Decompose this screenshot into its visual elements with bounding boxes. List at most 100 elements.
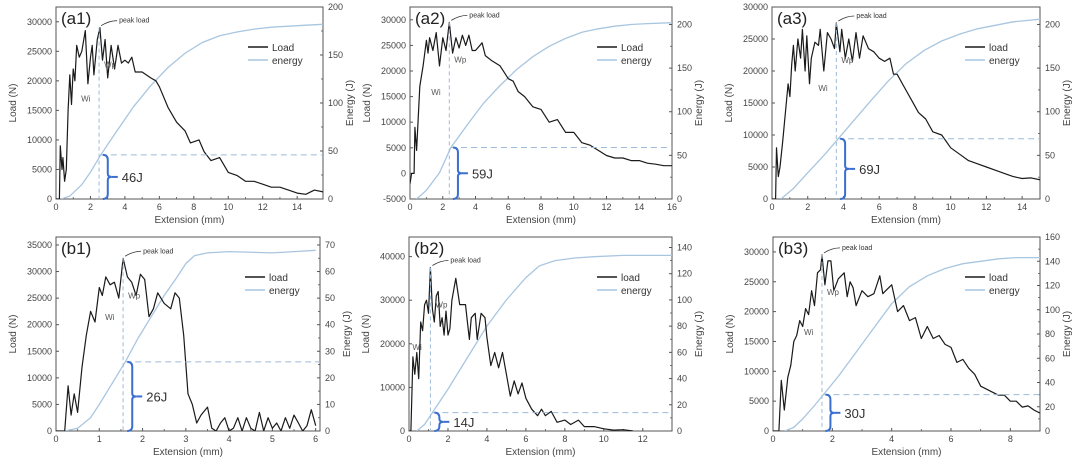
y-tick-label: 30000 (744, 247, 769, 257)
x-tick-label: 12 (601, 202, 611, 212)
x-tick-label: 4 (484, 434, 489, 444)
plot-frame (771, 6, 1041, 200)
energy-annotation: 46J (122, 170, 143, 185)
x-tick-label: 12 (981, 202, 991, 212)
x-tick-label: 6 (523, 434, 528, 444)
peak-label: peak load (143, 248, 173, 255)
peak-arrow-icon (823, 247, 840, 254)
legend-energy-label: energy (989, 56, 1020, 67)
y-tick-label: 25000 (743, 34, 768, 44)
x-tick-label: 12 (258, 202, 268, 212)
plot-frame (55, 6, 324, 200)
y2-tick-label: 20 (325, 373, 335, 383)
y-tick-label: 10000 (27, 135, 52, 145)
y-tick-label: 5000 (32, 164, 52, 174)
peak-label: peak load (119, 18, 149, 25)
x-tick-label: 14 (634, 202, 644, 212)
y-tick-label: 0 (47, 426, 52, 436)
y-tick-label: 15000 (744, 336, 769, 346)
wi-label: Wi (105, 313, 115, 322)
y2-tick-label: 100 (677, 107, 692, 117)
y-tick-label: 0 (401, 168, 406, 178)
y-tick-label: 10000 (743, 130, 768, 140)
x-tick-label: 10 (599, 434, 609, 444)
x-tick-label: 8 (912, 202, 917, 212)
y-axis-title: Load (N) (361, 315, 372, 354)
x-tick-label: 0 (53, 434, 58, 444)
y2-tick-label: 20 (1045, 402, 1055, 412)
x-tick-label: 6 (506, 202, 511, 212)
y2-tick-label: 40 (325, 320, 335, 330)
y-axis-title: Load (N) (725, 315, 736, 354)
y-tick-label: 0 (400, 426, 405, 436)
y-tick-label: 25000 (27, 293, 52, 303)
energy-brace (127, 360, 137, 432)
panel-label: (a3) (777, 9, 807, 28)
y2-tick-label: 60 (1045, 353, 1055, 363)
y-tick-label: 20000 (381, 66, 406, 76)
y2-tick-label: 150 (1045, 63, 1060, 73)
chart-panel-b3: 0 2 4 6 805000100001500020000250003000002040… (725, 232, 1073, 458)
wp-label: Wp (104, 61, 117, 70)
y-tick-label: 30000 (27, 17, 52, 27)
load-series-line (56, 27, 323, 199)
y-tick-label: 5000 (749, 396, 769, 406)
x-axis-title: Extension (mm) (871, 215, 941, 226)
y2-tick-label: 0 (325, 426, 330, 436)
legend-energy-label: energy (989, 286, 1020, 297)
load-series-line (56, 257, 317, 431)
energy-series-line (416, 22, 672, 199)
panel-label: (a2) (415, 9, 445, 28)
y2-tick-label: 100 (1045, 107, 1060, 117)
y-tick-label: 15000 (27, 105, 52, 115)
y2-tick-label: 50 (1045, 150, 1055, 160)
x-tick-label: 8 (538, 202, 543, 212)
energy-brace (102, 153, 112, 200)
plot-frame (55, 236, 321, 432)
chart-panel-b2: 0 2 4 6 8 10 120100002000030000400000204060801… (361, 236, 705, 458)
y-tick-label: 40000 (380, 252, 405, 262)
y2-tick-label: 50 (328, 146, 338, 156)
y-tick-label: 20000 (743, 66, 768, 76)
x-axis-title: Extension (mm) (505, 447, 575, 458)
y2-axis-title: Energy (J) (1062, 80, 1073, 126)
y-tick-label: 20000 (744, 307, 769, 317)
energy-series-line (416, 254, 672, 431)
x-tick-label: 10 (569, 202, 579, 212)
energy-brace (825, 393, 835, 432)
legend-energy-label: energy (272, 56, 303, 67)
y2-tick-label: 40 (677, 374, 687, 384)
y2-tick-label: 200 (328, 2, 343, 12)
y-tick-label: 20000 (27, 320, 52, 330)
x-axis-title: Extension (mm) (154, 215, 224, 226)
wp-label: Wp (435, 301, 448, 310)
y2-tick-label: 60 (677, 347, 687, 357)
energy-brace (434, 411, 444, 432)
panel-label: (b1) (61, 239, 91, 258)
y-axis-title: Load (N) (8, 84, 19, 123)
plot-area (409, 254, 672, 431)
chart-panel-a3: 0 2 4 6 8 10 12 14 0 5000 10000 15000 20000 25000 3000… (724, 2, 1073, 226)
wi-label: Wi (81, 94, 91, 103)
y-tick-label: 30000 (743, 2, 768, 12)
wp-label: Wp (841, 56, 854, 65)
y2-axis-title: Energy (J) (345, 80, 356, 126)
x-tick-label: 2 (805, 202, 810, 212)
y2-tick-label: 150 (677, 63, 692, 73)
y-axis-title: Load (N) (724, 84, 735, 123)
energy-annotation: 30J (844, 406, 865, 421)
wp-label: Wp (827, 288, 840, 297)
peak-label: peak load (450, 258, 480, 265)
x-tick-label: 4 (841, 202, 846, 212)
x-tick-label: 0 (53, 202, 58, 212)
legend-energy-label: energy (621, 56, 652, 67)
energy-annotation: 14J (453, 415, 474, 430)
peak-label: peak load (856, 13, 886, 20)
y2-axis-title: Energy (J) (694, 311, 705, 357)
y-tick-label: 10000 (744, 366, 769, 376)
wp-label: Wp (128, 291, 141, 300)
x-tick-label: 16 (667, 202, 677, 212)
y2-tick-label: 30 (325, 346, 335, 356)
x-tick-label: 10 (223, 202, 233, 212)
plot-area (772, 18, 1040, 199)
